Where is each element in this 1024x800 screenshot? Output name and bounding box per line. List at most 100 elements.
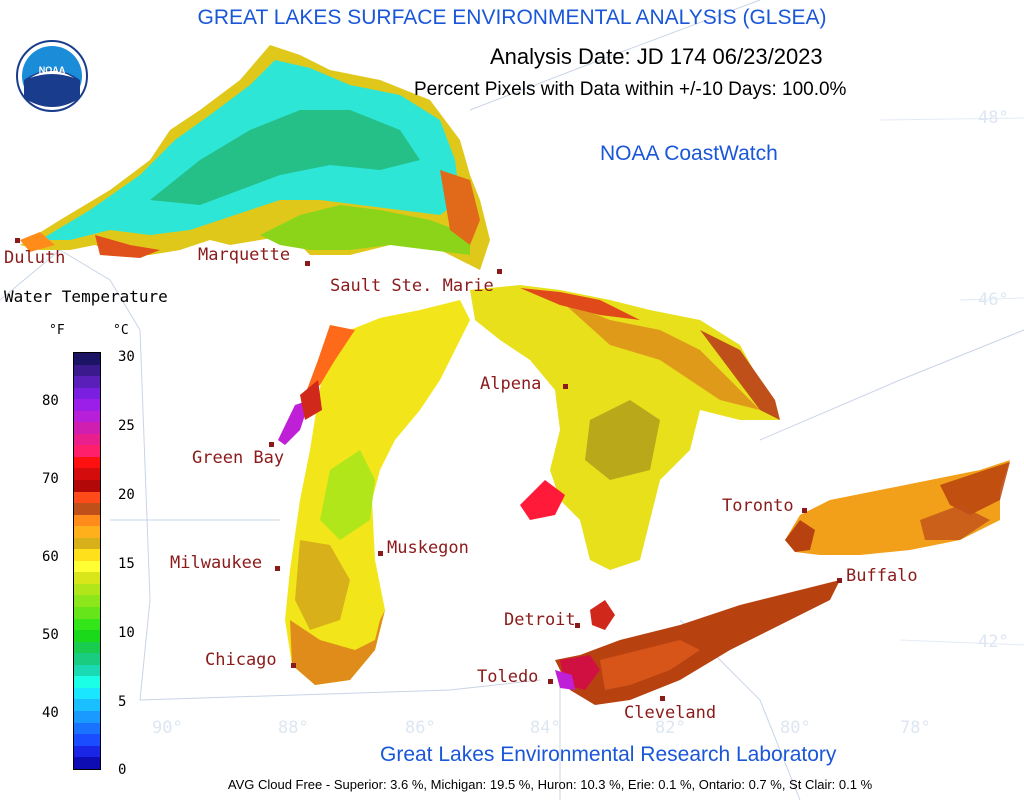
lon-label-88: 88° xyxy=(278,718,309,738)
city-sault-ste-marie: Sault Ste. Marie xyxy=(330,276,494,296)
colorbar-swatch xyxy=(74,503,100,515)
colorbar-swatch xyxy=(74,364,100,377)
colorbar-swatch xyxy=(74,480,100,492)
colorbar-swatch xyxy=(74,699,100,711)
legend-title: Water Temperature xyxy=(4,287,168,306)
c-tick-20: 20 xyxy=(118,487,135,503)
c-tick-25: 25 xyxy=(118,418,135,434)
f-tick-60: 60 xyxy=(42,549,59,565)
cloud-free-stats: AVG Cloud Free - Superior: 3.6 %, Michig… xyxy=(227,777,873,792)
colorbar-swatch xyxy=(74,745,100,758)
coastwatch-label: NOAA CoastWatch xyxy=(600,142,778,165)
city-buffalo: Buffalo xyxy=(846,566,918,586)
legend-unit-c: °C xyxy=(113,323,129,338)
colorbar-swatch xyxy=(74,537,100,550)
colorbar-swatch xyxy=(74,722,100,735)
colorbar-swatch xyxy=(74,514,100,527)
city-toledo-marker xyxy=(548,679,553,684)
city-muskegon: Muskegon xyxy=(387,538,469,558)
city-milwaukee: Milwaukee xyxy=(170,553,263,573)
graticule-lines xyxy=(879,117,1024,646)
colorbar-swatch xyxy=(74,387,100,400)
c-tick-5: 5 xyxy=(118,694,127,710)
city-sault-marker xyxy=(497,269,502,274)
lake-ontario xyxy=(785,460,1010,555)
city-cleveland: Cleveland xyxy=(624,703,717,723)
colorbar-swatch xyxy=(74,410,100,423)
city-chicago-marker xyxy=(291,663,296,668)
colorbar-swatch xyxy=(74,641,100,654)
colorbar-swatch xyxy=(74,422,100,434)
lat-label-46: 46° xyxy=(978,290,1009,310)
city-toronto-marker xyxy=(802,508,807,513)
city-toledo: Toledo xyxy=(477,667,539,687)
colorbar-swatch xyxy=(74,560,100,573)
c-tick-30: 30 xyxy=(118,349,135,365)
city-milwaukee-marker xyxy=(275,566,280,571)
lat-label-48: 48° xyxy=(978,108,1009,128)
city-muskegon-marker xyxy=(378,551,383,556)
city-duluth-marker xyxy=(15,238,20,243)
lon-label-84: 84° xyxy=(530,718,561,738)
c-tick-15: 15 xyxy=(118,556,135,572)
c-tick-10: 10 xyxy=(118,625,135,641)
city-cleveland-marker xyxy=(660,696,665,701)
lake-st-clair xyxy=(590,600,615,630)
colorbar-swatch xyxy=(74,549,100,561)
logo-text: NOAA xyxy=(39,65,66,75)
city-alpena: Alpena xyxy=(480,374,542,394)
lake-michigan xyxy=(278,300,470,685)
colorbar-swatch xyxy=(74,433,100,446)
legend-unit-f: °F xyxy=(49,323,65,338)
city-buffalo-marker xyxy=(837,578,842,583)
lon-label-80: 80° xyxy=(780,718,811,738)
city-detroit: Detroit xyxy=(504,610,576,630)
colorbar-swatch xyxy=(74,687,100,700)
colorbar-swatch xyxy=(74,595,100,608)
f-tick-40: 40 xyxy=(42,705,59,721)
colorbar-swatch xyxy=(74,468,100,481)
page-title: GREAT LAKES SURFACE ENVIRONMENTAL ANALYS… xyxy=(197,6,827,29)
city-alpena-marker xyxy=(563,384,568,389)
city-detroit-marker xyxy=(575,623,580,628)
city-marquette: Marquette xyxy=(198,245,291,265)
colorbar-swatch xyxy=(74,456,100,469)
city-marquette-marker xyxy=(305,261,310,266)
city-chicago: Chicago xyxy=(205,650,277,670)
colorbar-swatch xyxy=(74,664,100,677)
city-green-bay-marker xyxy=(269,442,274,447)
lake-superior xyxy=(20,45,490,270)
colorbar-swatch xyxy=(74,757,100,769)
percent-pixels: Percent Pixels with Data within +/-10 Da… xyxy=(414,79,847,100)
colorbar-swatch xyxy=(74,607,100,619)
colorbar-swatch xyxy=(74,710,100,723)
lake-huron xyxy=(470,285,780,570)
colorbar-swatch xyxy=(74,445,100,457)
colorbar-swatch xyxy=(74,491,100,504)
lon-label-90: 90° xyxy=(152,718,183,738)
colorbar-swatch xyxy=(74,630,100,642)
city-green-bay: Green Bay xyxy=(192,448,285,468)
f-tick-80: 80 xyxy=(42,393,59,409)
lon-label-82: 82° xyxy=(655,718,686,738)
colorbar-swatch xyxy=(74,583,100,596)
colorbar-swatch xyxy=(74,572,100,584)
lake-erie xyxy=(555,580,840,705)
colorbar-swatch xyxy=(74,376,100,388)
city-duluth: Duluth xyxy=(4,248,66,268)
colorbar-swatch xyxy=(74,399,100,411)
analysis-date: Analysis Date: JD 174 06/23/2023 xyxy=(490,44,823,69)
colorbar-swatch xyxy=(74,526,100,538)
colorbar-swatch xyxy=(74,353,100,365)
lon-label-78: 78° xyxy=(900,718,931,738)
f-tick-70: 70 xyxy=(42,471,59,487)
city-toronto: Toronto xyxy=(722,496,794,516)
colorbar-swatch xyxy=(74,734,100,746)
lab-credit: Great Lakes Environmental Research Labor… xyxy=(380,743,837,766)
colorbar-swatch xyxy=(74,618,100,631)
noaa-logo-icon: NOAA xyxy=(16,40,88,112)
colorbar-swatch xyxy=(74,676,100,688)
lat-label-42: 42° xyxy=(978,632,1009,652)
